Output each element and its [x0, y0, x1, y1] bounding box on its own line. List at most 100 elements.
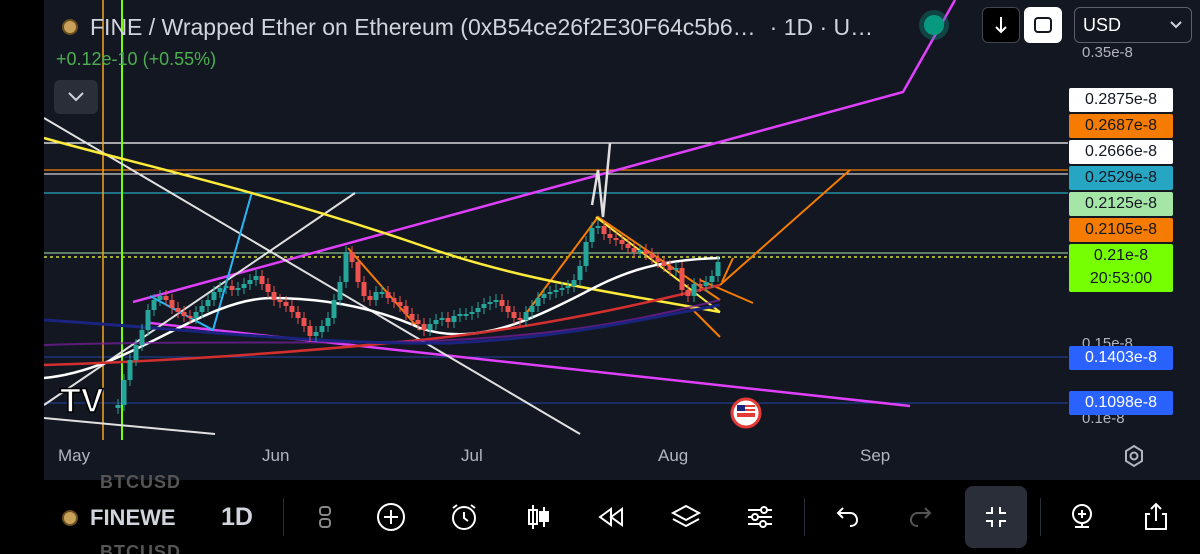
candle-body: [679, 268, 685, 290]
candle-body: [469, 312, 475, 314]
undo-button[interactable]: [826, 497, 866, 537]
share-icon: [1145, 502, 1167, 530]
add-indicator-button[interactable]: [1062, 497, 1102, 537]
toolbar-interval[interactable]: 1D: [221, 503, 253, 531]
candle-body: [661, 262, 667, 266]
candle-body: [367, 296, 373, 300]
share-button[interactable]: [1136, 497, 1176, 537]
candle-body: [613, 238, 619, 240]
coin-icon: [62, 19, 78, 35]
candle-body: [607, 234, 613, 238]
candle-body: [235, 288, 241, 290]
watchlist-icon: [319, 506, 331, 528]
candle-body: [121, 380, 127, 405]
chart-area[interactable]: TV FINE / Wrapped Ether on Ethereum (0xB…: [0, 0, 1200, 480]
scroll-to-latest-button[interactable]: [982, 7, 1020, 43]
candle-body: [319, 326, 325, 332]
toolbar-symbol[interactable]: FINEWE: [62, 505, 176, 531]
add-circle-icon: [377, 503, 405, 531]
add-symbol-button[interactable]: [371, 497, 411, 537]
candle-body: [673, 268, 679, 270]
candle-body: [373, 292, 379, 300]
candle-body: [205, 300, 211, 306]
collapse-icon: [986, 507, 1006, 527]
candle-body: [217, 288, 223, 292]
replay-button[interactable]: [592, 497, 632, 537]
candle-body: [451, 316, 457, 322]
candle-body: [427, 324, 433, 330]
candle-body: [343, 252, 349, 282]
candle-body: [577, 266, 583, 280]
chart-settings-icon[interactable]: [1122, 444, 1146, 468]
price-chart-canvas[interactable]: TV: [0, 0, 1200, 480]
pattern-orange-2: [524, 215, 721, 316]
toolbar-divider: [283, 498, 284, 536]
collapse-legend-button[interactable]: [54, 80, 98, 114]
price-label: 0.2666e-8: [1069, 140, 1173, 164]
candle-body: [175, 308, 181, 312]
candle-body: [139, 330, 145, 345]
watchlist-button[interactable]: [305, 497, 345, 537]
candle-body: [247, 280, 253, 284]
time-label-jul: Jul: [461, 446, 483, 465]
indicator-settings-button[interactable]: [740, 497, 780, 537]
candle-body: [271, 292, 277, 300]
candle-body: [691, 284, 697, 296]
candle-body: [475, 308, 481, 312]
candle-body: [649, 254, 655, 258]
toolbar-divider: [804, 498, 805, 536]
price-label: 20:53:00: [1069, 266, 1173, 292]
candle-body: [349, 252, 355, 262]
time-label-sep: Sep: [860, 446, 891, 465]
candle-body: [667, 266, 673, 270]
candle-body: [499, 300, 505, 306]
candle-body: [697, 284, 703, 286]
layers-icon: [670, 504, 702, 528]
candle-body: [517, 318, 523, 320]
candle-body: [529, 306, 535, 312]
candle-body: [709, 276, 715, 282]
price-label: 0.1098e-8: [1069, 391, 1173, 415]
candle-body: [127, 360, 133, 380]
chart-type-button[interactable]: [518, 497, 558, 537]
candle-body: [187, 316, 193, 318]
candle-body: [439, 318, 445, 320]
candle-body: [325, 318, 331, 326]
candle-body: [265, 284, 271, 292]
candle-body: [307, 326, 313, 336]
candle-body: [151, 300, 157, 310]
time-label-may: May: [58, 446, 91, 465]
layers-button[interactable]: [666, 497, 706, 537]
alert-button[interactable]: [444, 497, 484, 537]
redo-button[interactable]: [902, 497, 942, 537]
candle-body: [211, 292, 217, 300]
candle-body: [703, 282, 709, 286]
chevron-down-icon: [1170, 21, 1182, 29]
candle-body: [487, 302, 493, 304]
candle-body: [595, 226, 601, 228]
currency-select[interactable]: USD: [1074, 7, 1192, 43]
candle-body: [643, 250, 649, 254]
exit-fullscreen-button[interactable]: [965, 486, 1027, 548]
left-screen-edge: [0, 0, 44, 480]
pattern-orange-3: [689, 306, 721, 338]
fullscreen-button[interactable]: [1024, 7, 1062, 43]
candle-body: [181, 312, 187, 316]
live-dot: [924, 15, 944, 35]
candle-body: [223, 286, 229, 288]
candle-body: [445, 318, 451, 322]
us-flag-event-icon[interactable]: [730, 397, 762, 429]
ghost-symbol-below: BTCUSD: [100, 542, 181, 554]
undo-icon: [836, 507, 859, 527]
candle-body: [547, 292, 553, 294]
candle-body: [481, 304, 487, 308]
price-change: +0.12e-10 (+0.55%): [56, 49, 217, 69]
currency-value: USD: [1083, 14, 1122, 35]
arrow-down-icon: [995, 17, 1007, 34]
candle-body: [133, 345, 139, 360]
candle-body: [415, 320, 421, 324]
moving-average-navy: [43, 303, 721, 345]
candle-body: [463, 314, 469, 316]
candle-body: [457, 314, 463, 316]
symbol-title[interactable]: FINE / Wrapped Ether on Ethereum (0xB54c…: [62, 12, 873, 42]
